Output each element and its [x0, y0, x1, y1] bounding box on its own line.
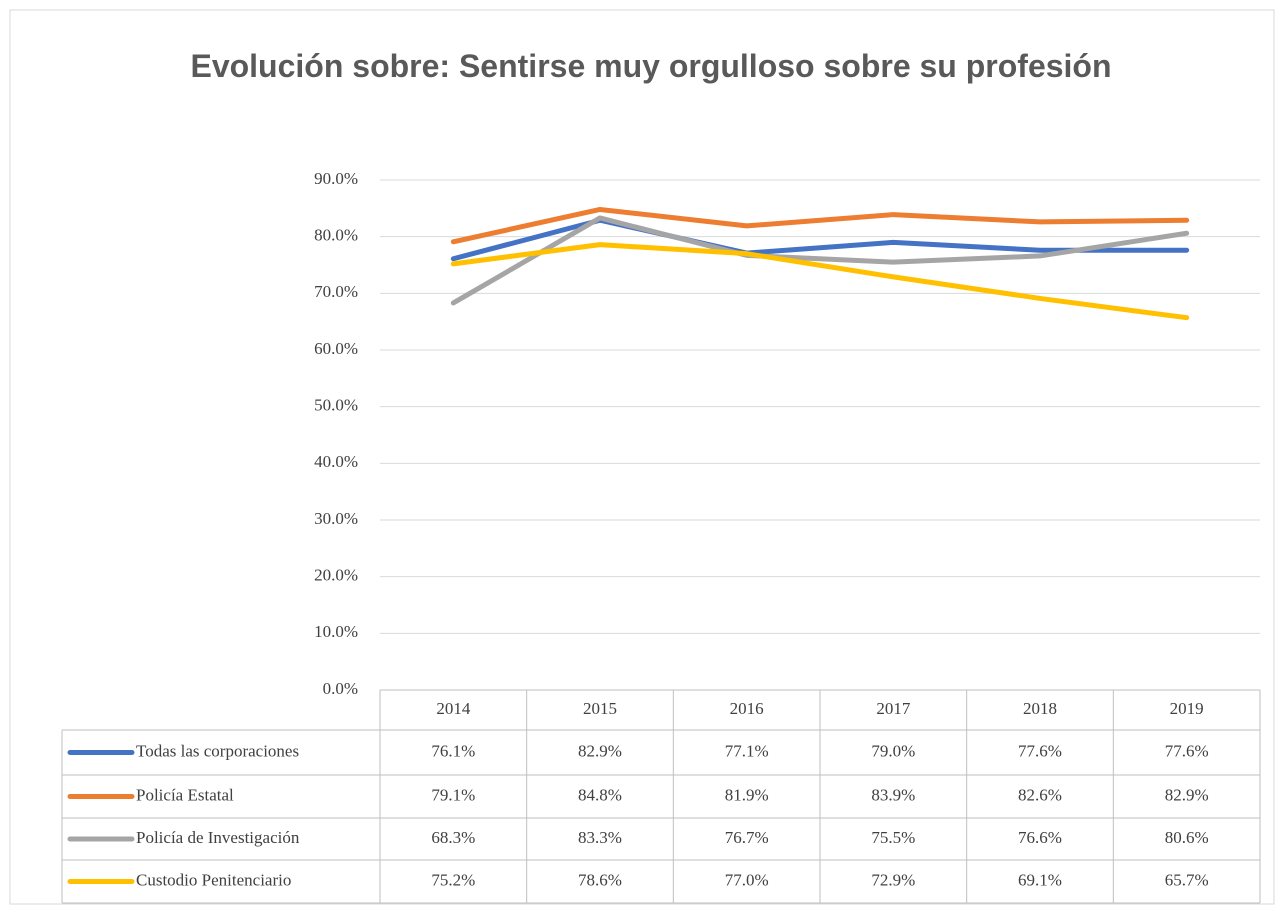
y-tick-label: 20.0% [314, 566, 358, 585]
table-value: 76.6% [1018, 828, 1062, 847]
table-value: 83.9% [871, 785, 915, 804]
table-value: 65.7% [1165, 870, 1209, 889]
legend-label: Policía Estatal [136, 785, 234, 804]
chart-title: Evolución sobre: Sentirse muy orgulloso … [190, 48, 1112, 84]
y-tick-label: 10.0% [314, 622, 358, 641]
table-value: 82.6% [1018, 785, 1062, 804]
x-tick-label: 2019 [1170, 699, 1204, 718]
table-value: 75.2% [431, 870, 475, 889]
y-tick-label: 80.0% [314, 226, 358, 245]
table-value: 84.8% [578, 785, 622, 804]
table-value: 77.1% [725, 741, 769, 760]
table-value: 75.5% [871, 828, 915, 847]
table-value: 81.9% [725, 785, 769, 804]
table-value: 80.6% [1165, 828, 1209, 847]
table-value: 77.6% [1165, 741, 1209, 760]
y-tick-label: 30.0% [314, 509, 358, 528]
table-value: 83.3% [578, 828, 622, 847]
chart-frame [9, 9, 1275, 905]
x-tick-label: 2014 [436, 699, 471, 718]
y-tick-label: 0.0% [323, 679, 358, 698]
table-value: 77.0% [725, 870, 769, 889]
x-tick-label: 2017 [876, 699, 911, 718]
legend-label: Todas las corporaciones [136, 741, 299, 760]
x-tick-label: 2016 [730, 699, 764, 718]
table-value: 76.7% [725, 828, 769, 847]
table-value: 79.0% [871, 741, 915, 760]
table-value: 69.1% [1018, 870, 1062, 889]
y-tick-label: 50.0% [314, 396, 358, 415]
series-line [450, 242, 1190, 321]
table-value: 82.9% [1165, 785, 1209, 804]
table-value: 82.9% [578, 741, 622, 760]
y-tick-label: 40.0% [314, 452, 358, 471]
table-value: 72.9% [871, 870, 915, 889]
table-value: 68.3% [431, 828, 475, 847]
table-value: 76.1% [431, 741, 475, 760]
y-tick-label: 90.0% [314, 169, 358, 188]
legend-label: Custodio Penitenciario [136, 870, 291, 889]
x-tick-label: 2015 [583, 699, 617, 718]
series-line [450, 215, 1190, 306]
y-tick-label: 60.0% [314, 339, 358, 358]
legend-label: Policía de Investigación [136, 828, 300, 847]
series-line [450, 206, 1190, 245]
table-value: 78.6% [578, 870, 622, 889]
x-tick-label: 2018 [1023, 699, 1057, 718]
y-tick-label: 70.0% [314, 282, 358, 301]
table-value: 77.6% [1018, 741, 1062, 760]
table-value: 79.1% [431, 785, 475, 804]
